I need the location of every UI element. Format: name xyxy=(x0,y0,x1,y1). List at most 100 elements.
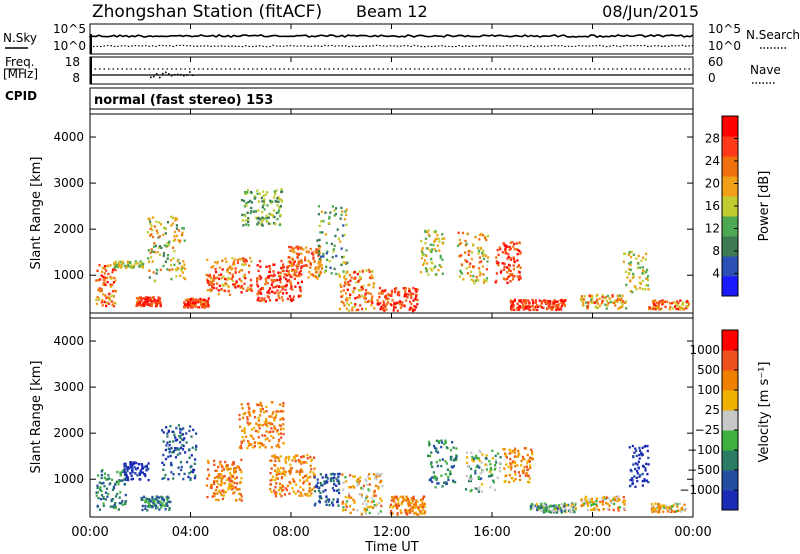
echo-cell xyxy=(449,470,452,473)
time-tick-label: 20:00 xyxy=(574,525,611,540)
echo-cell xyxy=(124,493,127,497)
echo-cell xyxy=(472,460,475,463)
echo-cell xyxy=(510,465,513,469)
echo-cell xyxy=(342,488,345,491)
echo-cell xyxy=(348,273,352,277)
echo-cell xyxy=(123,470,126,474)
echo-cell xyxy=(139,469,142,472)
echo-cell xyxy=(311,251,314,254)
echo-cell xyxy=(560,510,563,513)
echo-cell xyxy=(336,479,339,483)
echo-cell xyxy=(226,468,229,471)
echo-cell xyxy=(196,300,199,304)
echo-cell xyxy=(100,482,103,485)
echo-cell xyxy=(433,240,436,243)
echo-cell xyxy=(242,224,245,227)
echo-cell xyxy=(444,460,447,463)
echo-cell xyxy=(558,509,561,512)
echo-cell xyxy=(190,470,193,473)
echo-cell xyxy=(285,488,289,492)
echo-cell xyxy=(266,291,269,294)
echo-cell xyxy=(325,241,328,245)
echo-cell xyxy=(355,281,358,284)
echo-cell xyxy=(169,259,173,262)
echo-cell xyxy=(616,506,620,510)
echo-cell xyxy=(411,499,415,503)
echo-cell xyxy=(364,300,367,304)
echo-cell xyxy=(189,301,192,305)
echo-cell xyxy=(166,495,169,498)
echo-cell xyxy=(278,438,281,441)
echo-cell xyxy=(483,236,487,240)
echo-cell xyxy=(282,427,285,431)
echo-cell xyxy=(232,283,235,286)
echo-cell xyxy=(340,285,343,289)
echo-cell xyxy=(524,302,527,305)
echo-cell xyxy=(594,305,597,308)
echo-cell xyxy=(360,288,363,292)
echo-cell xyxy=(142,304,145,307)
velocity-colorbar-tick-label: −100 xyxy=(687,443,720,457)
echo-cell xyxy=(644,444,647,448)
echo-cell xyxy=(505,474,508,477)
echo-cell xyxy=(291,288,294,291)
echo-cell xyxy=(636,463,639,466)
echo-cell xyxy=(239,286,242,289)
echo-cell xyxy=(208,273,211,277)
echo-cell xyxy=(265,420,268,423)
echo-cell xyxy=(384,295,387,298)
echo-cell xyxy=(649,306,652,309)
echo-cell xyxy=(331,486,334,490)
echo-cell xyxy=(342,224,345,227)
echo-cell xyxy=(421,502,424,506)
echo-cell xyxy=(268,265,271,268)
echo-cell xyxy=(213,494,216,498)
echo-cell xyxy=(224,460,227,464)
echo-cell xyxy=(263,202,266,205)
echo-cell xyxy=(683,508,686,511)
echo-cell xyxy=(352,475,355,478)
power-colorbar-segment xyxy=(722,136,738,157)
echo-cell xyxy=(148,499,151,502)
echo-cell xyxy=(342,270,345,273)
echo-cell xyxy=(345,223,348,226)
echo-cell xyxy=(294,492,297,495)
echo-cell xyxy=(154,498,157,501)
echo-cell xyxy=(158,508,161,511)
echo-cell xyxy=(681,301,684,304)
echo-cell xyxy=(114,505,117,508)
echo-cell xyxy=(551,308,554,311)
echo-cell xyxy=(273,425,276,428)
echo-cell xyxy=(245,203,248,206)
echo-cell xyxy=(261,200,264,203)
echo-cell xyxy=(433,475,436,478)
echo-cell xyxy=(523,465,526,469)
echo-cell xyxy=(281,484,284,487)
echo-cell xyxy=(180,428,183,431)
echo-cell xyxy=(150,256,153,259)
echo-cell xyxy=(291,250,294,253)
echo-cell xyxy=(171,246,175,249)
echo-cell xyxy=(465,475,468,478)
echo-cell xyxy=(247,271,251,274)
echo-cell xyxy=(256,293,259,296)
echo-cell xyxy=(371,276,375,280)
echo-cell xyxy=(167,429,170,432)
echo-cell xyxy=(521,455,525,459)
echo-cell xyxy=(312,474,316,477)
echo-cell xyxy=(480,490,483,493)
echo-cell xyxy=(168,508,171,511)
echo-cell xyxy=(345,298,348,302)
echo-cell xyxy=(638,475,641,478)
echo-cell xyxy=(275,200,278,203)
echo-cell xyxy=(105,276,109,280)
echo-cell xyxy=(371,270,374,273)
nave-point xyxy=(153,75,155,78)
echo-cell xyxy=(174,439,177,442)
echo-cell xyxy=(270,446,273,449)
echo-cell xyxy=(632,275,635,278)
echo-cell xyxy=(276,203,279,207)
echo-cell xyxy=(420,257,423,260)
echo-cell xyxy=(146,303,150,306)
echo-cell xyxy=(627,272,631,275)
